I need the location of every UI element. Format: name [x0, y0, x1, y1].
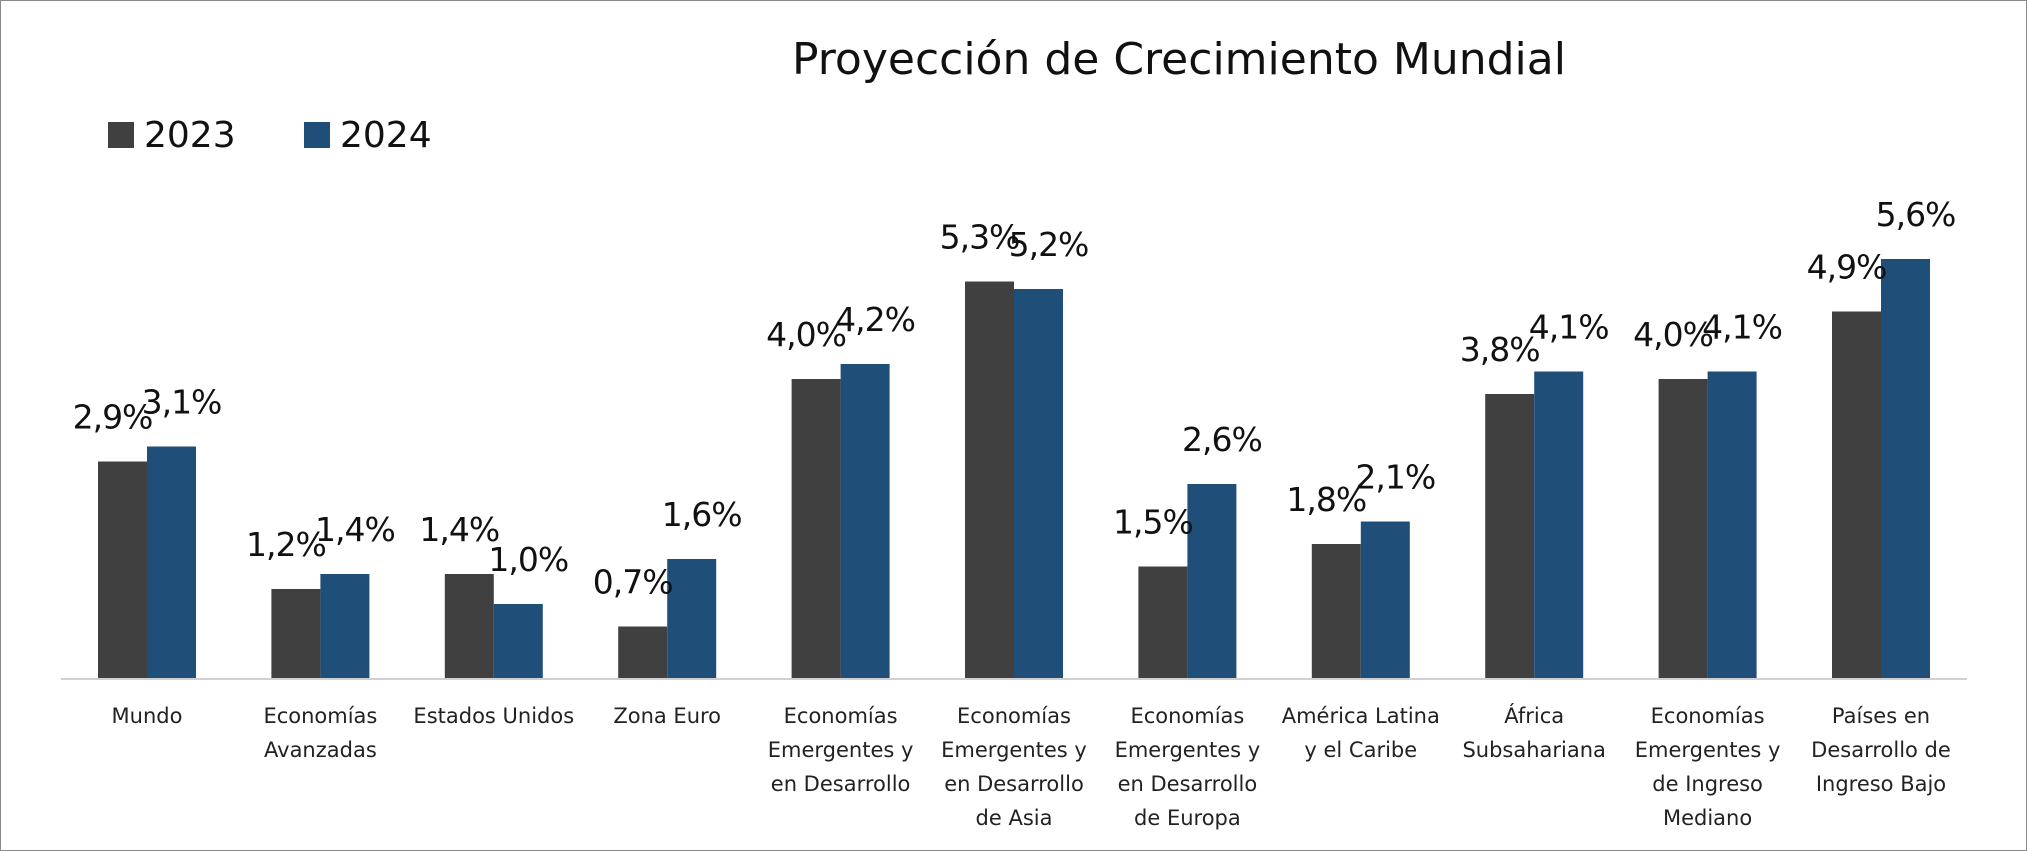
data-label-2023-9: 4,0%: [1633, 315, 1713, 354]
category-label-line: Emergentes y: [768, 738, 914, 762]
bar-2023-5: [965, 281, 1014, 679]
data-label-2024-9: 4,1%: [1702, 308, 1782, 347]
category-label-line: Economías: [1651, 704, 1765, 728]
category-label-10: Países en Desarrollo de Ingreso Bajo: [1811, 704, 1951, 796]
category-label-3: Zona Euro: [613, 704, 721, 728]
data-label-2023-10: 4,9%: [1807, 248, 1887, 287]
bars: [98, 259, 1930, 679]
bar-2024-3: [667, 559, 717, 679]
category-label-line: Economías: [784, 704, 898, 728]
category-label-line: en Desarrollo: [771, 772, 911, 796]
category-label-line: Emergentes y: [1635, 738, 1781, 762]
bar-2024-6: [1187, 484, 1237, 679]
bar-2023-7: [1311, 544, 1361, 679]
category-label-line: Emergentes y: [941, 738, 1087, 762]
category-label-line: Emergentes y: [1115, 738, 1261, 762]
category-label-4: Economías Emergentes y en Desarrollo: [768, 704, 914, 796]
bar-2024-2: [493, 604, 543, 679]
bar-2024-0: [147, 446, 196, 679]
bar-2023-8: [1485, 394, 1535, 679]
data-label-2024-1: 1,4%: [315, 510, 395, 549]
category-label-line: Economías: [263, 704, 377, 728]
data-label-2023-5: 5,3%: [940, 218, 1020, 257]
category-label-line: de Asia: [976, 806, 1053, 830]
category-label-1: Economías Avanzadas: [263, 704, 377, 762]
data-label-2023-6: 1,5%: [1113, 503, 1193, 542]
data-label-2024-4: 4,2%: [835, 300, 915, 339]
category-label-line: Ingreso Bajo: [1816, 772, 1946, 796]
category-label-line: de Ingreso: [1652, 772, 1763, 796]
bar-2023-1: [271, 589, 321, 679]
legend-swatch-2024: [304, 122, 330, 148]
bar-2024-1: [320, 574, 370, 679]
legend-label-2024: 2024: [340, 115, 432, 156]
data-label-2024-5: 5,2%: [1009, 225, 1089, 264]
category-label-0: Mundo: [112, 704, 183, 728]
category-label-line: y el Caribe: [1304, 738, 1417, 762]
category-label-line: África: [1504, 703, 1564, 728]
bar-2024-9: [1707, 371, 1757, 679]
category-label-line: en Desarrollo: [944, 772, 1084, 796]
data-label-2024-6: 2,6%: [1182, 420, 1262, 459]
legend-label-2023: 2023: [144, 115, 236, 156]
bar-2023-9: [1658, 379, 1708, 679]
category-label-9: Economías Emergentes y de Ingreso Mediano: [1635, 704, 1781, 830]
data-labels: 2,9%3,1%1,2%1,4% 1,4%1,0%0,7%1,6%4,0%4,2%…: [73, 195, 1957, 602]
category-label-line: Mediano: [1663, 806, 1752, 830]
category-label-7: América Latina y el Caribe: [1282, 704, 1440, 762]
bar-2023-4: [791, 379, 841, 679]
category-label-line: Avanzadas: [264, 738, 377, 762]
chart-title: Proyección de Crecimiento Mundial: [792, 34, 1566, 85]
data-label-2023-0: 2,9%: [73, 398, 153, 437]
data-label-2024-7: 2,1%: [1355, 458, 1435, 497]
category-label-5: Economías Emergentes y en Desarrollo de Asi…: [941, 704, 1087, 830]
category-label-line: Estados Unidos: [413, 704, 574, 728]
data-label-2023-7: 1,8%: [1286, 480, 1366, 519]
category-label-line: Subsahariana: [1462, 738, 1605, 762]
bar-2024-5: [1014, 289, 1063, 679]
data-label-2024-0: 3,1%: [142, 383, 222, 422]
bar-2024-4: [840, 364, 890, 679]
category-labels: Mundo Economías Avanzadas Estados Unidos Zon…: [112, 703, 1951, 830]
legend-swatch-2023: [108, 122, 134, 148]
data-label-2023-3: 0,7%: [593, 563, 673, 602]
data-label-2023-8: 3,8%: [1460, 330, 1540, 369]
bar-2023-3: [618, 626, 668, 679]
category-label-line: en Desarrollo: [1118, 772, 1258, 796]
data-label-2023-4: 4,0%: [766, 315, 846, 354]
bar-2024-10: [1881, 259, 1930, 679]
category-label-line: de Europa: [1134, 806, 1241, 830]
data-label-2023-2: 1,4%: [419, 510, 499, 549]
bar-2023-2: [444, 574, 494, 679]
bar-2024-7: [1360, 521, 1410, 679]
bar-2023-6: [1138, 566, 1188, 679]
bar-2023-0: [98, 461, 147, 679]
data-label-2024-10: 5,6%: [1876, 195, 1956, 234]
category-label-8: África Subsahariana: [1462, 703, 1605, 762]
category-label-line: Economías: [957, 704, 1071, 728]
category-label-line: Países en: [1832, 704, 1930, 728]
category-label-line: América Latina: [1282, 704, 1440, 728]
category-label-line: Economías: [1130, 704, 1244, 728]
data-label-2023-1: 1,2%: [246, 525, 326, 564]
category-label-line: Zona Euro: [613, 704, 721, 728]
legend: 2023 2024: [108, 115, 432, 156]
data-label-2024-3: 1,6%: [662, 495, 742, 534]
category-label-2: Estados Unidos: [413, 704, 574, 728]
category-label-line: Mundo: [112, 704, 183, 728]
category-label-6: Economías Emergentes y en Desarrollo de Eur…: [1115, 704, 1261, 830]
bar-2023-10: [1832, 311, 1881, 679]
category-label-line: Desarrollo de: [1811, 738, 1951, 762]
data-label-2024-2: 1,0%: [488, 540, 568, 579]
data-label-2024-8: 4,1%: [1529, 308, 1609, 347]
bar-2024-8: [1534, 371, 1584, 679]
